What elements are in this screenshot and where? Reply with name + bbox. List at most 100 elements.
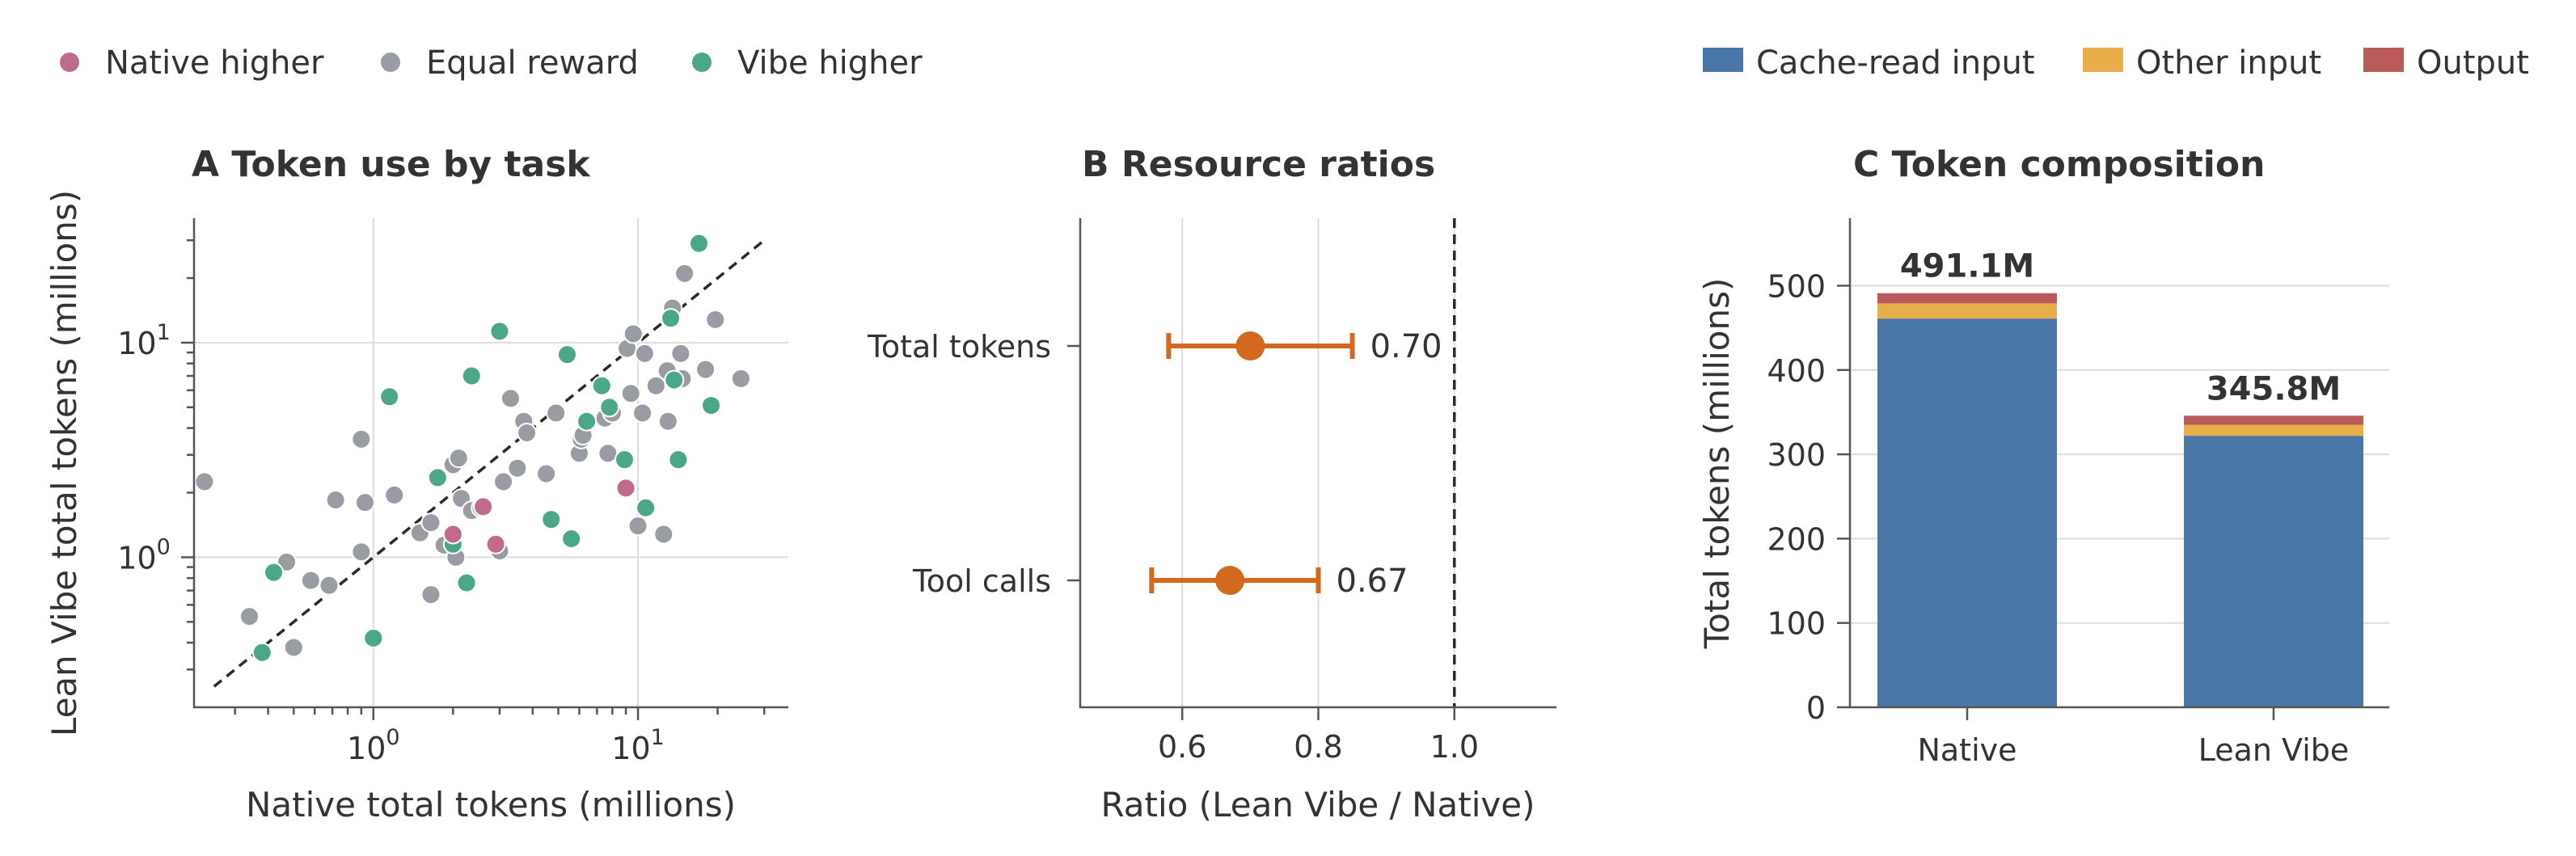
scatter-point bbox=[351, 542, 372, 563]
scatter-point bbox=[354, 492, 375, 513]
x-tick-label: 0.8 bbox=[1294, 729, 1342, 765]
bar-total-label: 345.8M bbox=[2206, 370, 2341, 407]
scatter-point bbox=[598, 443, 619, 464]
x-tick-label: Lean Vibe bbox=[2198, 732, 2350, 768]
legend-swatch bbox=[2363, 48, 2404, 72]
scatter-point bbox=[620, 383, 641, 404]
bar-segment bbox=[2184, 424, 2363, 436]
legend-label: Vibe higher bbox=[737, 44, 923, 82]
scatter-point bbox=[615, 478, 636, 499]
scatter-point bbox=[688, 233, 709, 254]
bar-total-label: 491.1M bbox=[1900, 248, 2034, 285]
scatter-point bbox=[599, 397, 620, 418]
scatter-point bbox=[701, 395, 722, 416]
x-tick-label: 1.0 bbox=[1430, 729, 1479, 765]
scatter-point bbox=[442, 524, 463, 545]
y-axis-label: Total tokens (millions) bbox=[1697, 278, 1737, 650]
scatter-point bbox=[730, 368, 751, 389]
legend-label: Other input bbox=[2136, 44, 2321, 82]
legend-swatch bbox=[1703, 48, 1743, 72]
scatter-point bbox=[420, 584, 441, 605]
axes-spine bbox=[192, 218, 788, 709]
scatter-point bbox=[556, 344, 577, 365]
row-label: Total tokens bbox=[867, 329, 1051, 365]
scatter-point bbox=[264, 562, 285, 583]
y-tick-label: 100 bbox=[117, 534, 171, 576]
bar-segment bbox=[1877, 303, 2057, 319]
scatter-point bbox=[645, 375, 666, 396]
x-tick-label: 101 bbox=[611, 725, 665, 766]
scatter-point bbox=[473, 496, 494, 517]
legend-label: Equal reward bbox=[426, 44, 639, 82]
value-label: 0.67 bbox=[1337, 563, 1408, 600]
scatter-point bbox=[591, 375, 612, 396]
scatter-point bbox=[674, 263, 695, 284]
scatter-point bbox=[507, 458, 528, 479]
scatter-point bbox=[420, 512, 441, 533]
scatter-point bbox=[300, 570, 321, 591]
scatter-point bbox=[536, 463, 557, 484]
scatter-point bbox=[448, 448, 469, 469]
scatter-point bbox=[427, 467, 448, 488]
panel-c-composition: 491.1M Native 345.8M Lean Vibe 0 100 200 300 400… bbox=[1697, 144, 2389, 768]
y-tick-label: 300 bbox=[1767, 437, 1826, 473]
scatter-point bbox=[627, 516, 648, 537]
axes-spine bbox=[1079, 218, 1556, 709]
scatter-point bbox=[541, 509, 562, 530]
legend-marker bbox=[381, 53, 400, 72]
scatter-point bbox=[614, 449, 635, 470]
scatter-point bbox=[561, 528, 582, 549]
scatter-point bbox=[351, 428, 372, 449]
axes-spine bbox=[1848, 218, 2389, 709]
scatter-point bbox=[456, 572, 477, 593]
y-tick-label: 200 bbox=[1767, 521, 1826, 557]
scatter-point bbox=[251, 642, 272, 663]
legend-swatch bbox=[2083, 48, 2123, 72]
ratio-point bbox=[1215, 566, 1245, 595]
panel-title: B Resource ratios bbox=[1082, 144, 1435, 185]
scatter-point bbox=[664, 369, 685, 390]
y-tick-label: 400 bbox=[1767, 353, 1826, 389]
scatter-point bbox=[657, 411, 678, 432]
scatter-point bbox=[632, 403, 653, 424]
scatter-point bbox=[653, 524, 674, 545]
bar-segment bbox=[2184, 436, 2363, 707]
scatter-point bbox=[319, 575, 340, 596]
y-tick-label: 101 bbox=[117, 320, 171, 361]
panel-title: A Token use by task bbox=[192, 144, 591, 185]
scatter-point bbox=[500, 388, 521, 409]
scatter-point bbox=[325, 489, 346, 510]
scatter-point bbox=[493, 471, 514, 492]
row-label: Tool calls bbox=[912, 563, 1051, 599]
scatter-point bbox=[283, 637, 304, 658]
y-axis-label: Lean Vibe total tokens (millions) bbox=[44, 190, 84, 736]
scatter-point bbox=[194, 471, 215, 492]
panel-a-scatter: 100 101 100 101 A Token use by task Native to… bbox=[44, 144, 788, 824]
legend-outcome: Native higher Equal reward Vibe higher bbox=[60, 44, 923, 82]
legend-marker bbox=[692, 53, 712, 72]
scatter-point bbox=[705, 309, 726, 330]
legend-label: Cache-read input bbox=[1756, 44, 2035, 82]
scatter-point bbox=[695, 359, 716, 380]
scatter-point bbox=[670, 343, 691, 364]
scatter-point bbox=[489, 321, 510, 342]
scatter-point bbox=[517, 422, 538, 443]
bar-segment bbox=[2184, 415, 2363, 425]
scatter-point bbox=[668, 449, 689, 470]
x-axis-label: Native total tokens (millions) bbox=[246, 785, 736, 824]
x-tick-label: 0.6 bbox=[1158, 729, 1206, 765]
y-tick-label: 500 bbox=[1767, 268, 1826, 304]
scatter-point bbox=[384, 484, 405, 505]
legend-label: Native higher bbox=[105, 44, 324, 82]
scatter-point bbox=[546, 403, 567, 424]
bar-segment bbox=[1877, 318, 2057, 707]
x-tick-label: Native bbox=[1917, 732, 2016, 768]
y-tick-label: 0 bbox=[1806, 690, 1826, 726]
y-tick-label: 100 bbox=[1767, 606, 1826, 642]
scatter-point bbox=[239, 606, 260, 627]
legend-token-type: Cache-read input Other input Output bbox=[1703, 44, 2529, 82]
scatter-point bbox=[661, 308, 682, 329]
value-label: 0.70 bbox=[1370, 328, 1442, 365]
scatter-point bbox=[576, 411, 598, 432]
